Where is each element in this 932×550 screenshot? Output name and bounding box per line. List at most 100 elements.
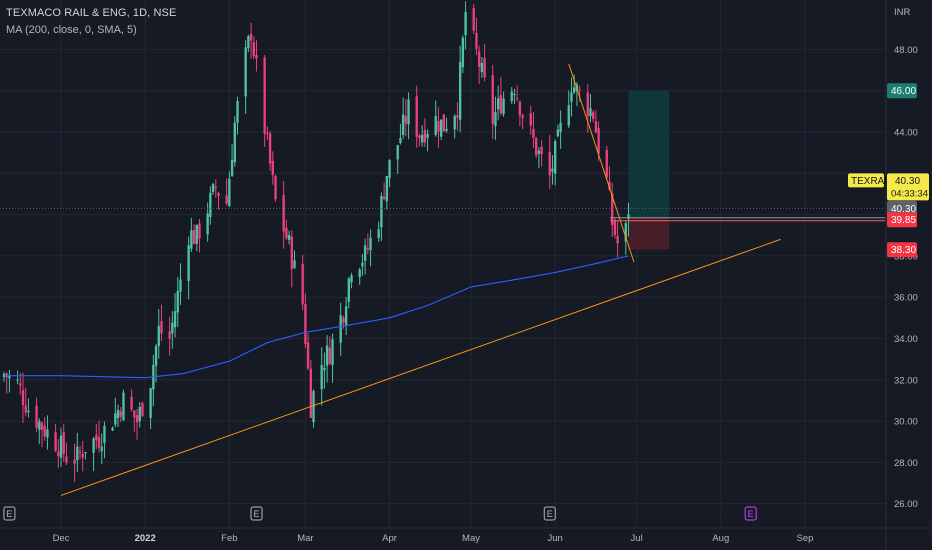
candle-body — [627, 214, 630, 219]
candle-body — [114, 413, 117, 425]
candle-body — [190, 230, 193, 249]
candle-body — [605, 149, 608, 178]
candle-body — [154, 345, 158, 366]
candle-body — [369, 237, 372, 251]
candle-body — [480, 62, 484, 73]
candle-body — [252, 42, 255, 57]
candle-body — [475, 32, 478, 49]
earnings-marker-label: E — [254, 509, 260, 519]
target-zone — [628, 90, 670, 218]
candle-body — [293, 260, 296, 269]
candle-body — [423, 129, 427, 143]
candle-body — [573, 87, 576, 93]
time-tick-label: Jul — [631, 533, 643, 544]
candle-body — [176, 291, 179, 313]
indicator-legend[interactable]: MA (200, close, 0, SMA, 5) — [6, 24, 137, 36]
last-price-tag-bg — [887, 173, 929, 201]
price-axis[interactable]: INR26.0028.0030.0032.0034.0036.0038.0044… — [848, 0, 929, 550]
price-tick-label: 26.00 — [894, 499, 918, 510]
candle-body — [567, 105, 570, 126]
candle-body — [244, 47, 247, 97]
stop-price-tag: 38.30 — [891, 245, 916, 256]
candle-body — [312, 391, 315, 423]
candle-body — [217, 193, 220, 196]
candle-body — [54, 432, 57, 451]
earnings-marker-label: E — [547, 509, 553, 519]
candle-body — [263, 57, 266, 134]
candle-body — [453, 115, 456, 130]
candle-body — [92, 438, 95, 453]
candles — [2, 1, 630, 482]
candle-body — [168, 331, 171, 339]
candle-body — [458, 62, 462, 120]
candle-body — [342, 317, 345, 323]
candle-body — [331, 339, 334, 366]
candle-body — [76, 446, 79, 461]
candle-body — [534, 138, 538, 156]
earnings-marker — [543, 506, 556, 521]
candle-body — [35, 405, 38, 428]
candle-body — [461, 37, 465, 68]
price-tick-label: 30.00 — [894, 417, 918, 428]
candle-body — [551, 168, 554, 172]
candle-body — [236, 101, 239, 123]
candle-body — [418, 135, 421, 139]
current-price-tag-bg — [887, 200, 917, 216]
candle-body — [388, 159, 391, 178]
candle-body — [499, 95, 503, 114]
candle-body — [287, 235, 291, 240]
candle-body — [445, 129, 448, 131]
candle-body — [420, 134, 424, 143]
candle-body — [597, 128, 600, 154]
candle-body — [494, 111, 497, 126]
stop-price-tag-bg — [887, 242, 917, 258]
symbol-tag-bg — [848, 173, 884, 188]
candle-body — [16, 379, 19, 381]
candle-body — [59, 435, 63, 458]
candle-body — [282, 194, 285, 232]
candle-body — [230, 159, 234, 177]
time-tick-label: Sep — [797, 533, 814, 544]
candle-body — [192, 230, 196, 244]
time-tick-label: Feb — [221, 533, 237, 544]
candle-body — [233, 122, 236, 163]
candle-body — [225, 195, 228, 204]
candle-body — [339, 315, 342, 343]
candle-body — [228, 178, 231, 207]
candle-body — [8, 375, 11, 379]
candle-body — [24, 405, 27, 413]
candle-body — [271, 161, 274, 175]
candle-body — [363, 245, 367, 261]
time-axis[interactable]: Dec 2022 Feb Mar Apr May Jun Jul Aug Sep — [0, 527, 932, 544]
candle-body — [366, 247, 370, 250]
price-tick-label: 44.00 — [894, 128, 918, 139]
candle-body — [589, 108, 592, 117]
candle-body — [521, 115, 524, 119]
candle-body — [540, 146, 543, 155]
candle-body — [21, 390, 25, 405]
currency-label: INR — [894, 7, 911, 18]
time-tick-label: May — [462, 533, 480, 544]
earnings-marker — [250, 506, 263, 521]
candle-body — [513, 93, 516, 96]
candle-body — [78, 451, 82, 453]
candle-body — [255, 55, 258, 59]
candle-body — [171, 322, 174, 334]
candle-body — [594, 121, 598, 133]
candle-body — [399, 138, 402, 144]
candle-body — [103, 425, 106, 443]
candle-body — [211, 184, 215, 192]
candle-body — [556, 129, 560, 137]
target-price-tag-bg — [887, 83, 917, 99]
price-lines — [0, 207, 885, 222]
candle-body — [157, 325, 160, 347]
candle-body — [361, 262, 364, 267]
candle-body — [613, 220, 617, 236]
candle-body — [81, 453, 84, 458]
candle-body — [570, 92, 573, 102]
candle-body — [396, 145, 399, 160]
symbol-title[interactable]: TEXMACO RAIL & ENG, 1D, NSE — [6, 7, 177, 19]
earnings-marker-label: E — [748, 509, 754, 519]
